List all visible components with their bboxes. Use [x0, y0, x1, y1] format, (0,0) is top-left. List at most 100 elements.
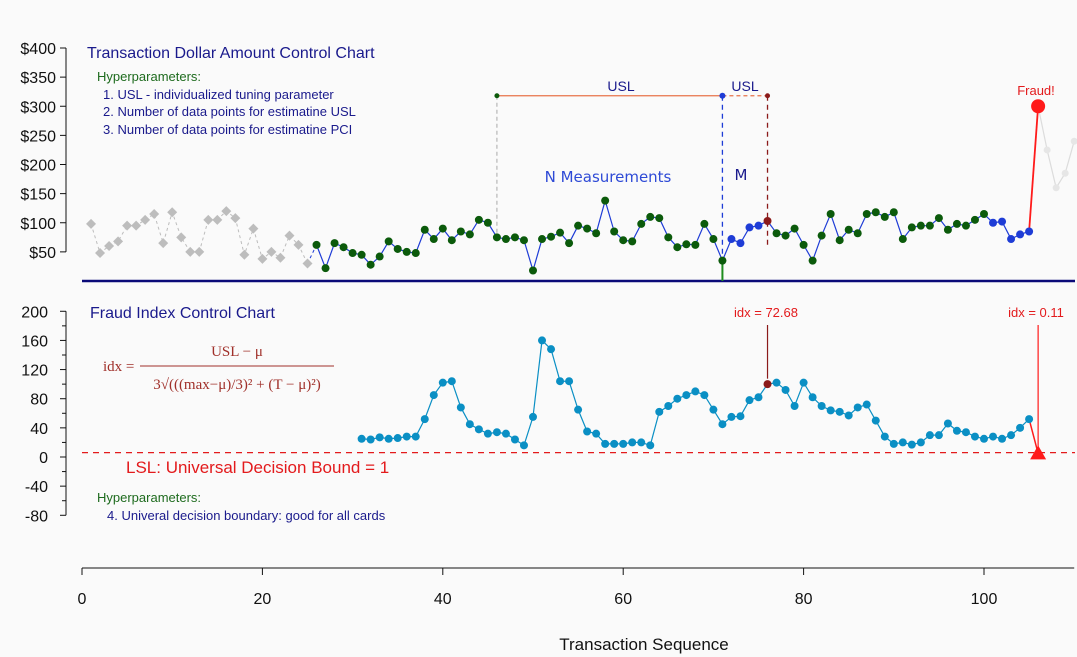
fraud-label: Fraud! [1017, 83, 1055, 98]
index-point [447, 377, 456, 386]
lsl-label: LSL: Universal Decision Bound = 1 [126, 458, 389, 477]
index-point [402, 432, 411, 441]
amount-point [980, 210, 988, 219]
history-point [140, 214, 151, 225]
index-point [601, 439, 610, 448]
index-point [808, 393, 817, 402]
amount-point [853, 229, 862, 238]
index-formula: idx = USL − μ 3√(((max−μ)/3)² + (T − μ)²… [103, 344, 334, 393]
index-point [682, 391, 691, 400]
amount-point [556, 228, 565, 237]
amount-y-tick-label: $100 [20, 216, 56, 233]
amount-point [898, 235, 907, 244]
history-point [275, 252, 286, 263]
index-point [501, 429, 510, 438]
amount-point [952, 219, 961, 228]
index-point [1007, 431, 1016, 440]
amount-point [474, 215, 483, 224]
index-point [907, 440, 916, 449]
history-point [248, 223, 259, 234]
idx-label-2: idx = 0.11 [1008, 305, 1064, 320]
amount-point [916, 221, 925, 230]
amount-point [637, 219, 646, 228]
test-point [1007, 235, 1016, 244]
index-point [393, 434, 402, 443]
amount-point [808, 256, 817, 265]
index-series-points [357, 336, 1047, 460]
amount-point [330, 239, 339, 248]
index-point [709, 405, 718, 414]
amount-point [781, 231, 790, 240]
amount-series-points [86, 99, 1077, 275]
amount-point [366, 260, 375, 269]
amount-point [970, 215, 979, 224]
fraud-point [1031, 99, 1046, 114]
amount-point [321, 264, 330, 273]
history-point [266, 246, 277, 257]
amount-point [943, 225, 952, 234]
amount-point [655, 214, 664, 223]
index-point [483, 429, 492, 438]
index-point [718, 420, 727, 429]
amount-point [709, 235, 718, 244]
amount-point [826, 210, 835, 219]
index-point [366, 435, 375, 444]
usl-label-m: USL [731, 78, 758, 94]
m-label: M [735, 166, 748, 184]
amount-point [682, 240, 691, 249]
usl-label-n: USL [607, 78, 634, 94]
amount-point [519, 236, 528, 245]
test-point [1016, 230, 1025, 239]
history-point [293, 239, 304, 250]
index-point [492, 428, 501, 437]
amount-point [862, 210, 871, 219]
n-measurements-label: N Measurements [545, 168, 672, 186]
index-point [357, 434, 366, 443]
index-point [1025, 415, 1034, 424]
index-point [456, 403, 465, 412]
amount-point [411, 249, 420, 258]
amount-point [547, 232, 556, 241]
index-point [781, 385, 790, 394]
index-point [880, 432, 889, 441]
amount-point [492, 233, 501, 242]
index-point [664, 401, 673, 410]
amount-hyper-item-2: 2. Number of data points for estimatine … [103, 104, 356, 119]
future-point [1052, 184, 1060, 192]
history-point [167, 207, 178, 218]
amount-point [565, 239, 574, 248]
future-point [1061, 169, 1069, 177]
index-point [619, 439, 628, 448]
index-hyper-title: Hyperparameters: [97, 490, 201, 505]
fraud-spike-line [1028, 106, 1040, 232]
amount-point [574, 221, 583, 230]
index-point [529, 412, 537, 421]
amount-point [628, 237, 637, 246]
index-point [474, 425, 483, 434]
index-point [628, 438, 637, 447]
amount-point [673, 243, 682, 252]
future-point [1043, 146, 1051, 154]
index-y-tick-label: 120 [21, 363, 48, 380]
history-point [194, 246, 205, 257]
amount-point [790, 224, 799, 233]
index-point [998, 434, 1007, 443]
amount-point [510, 233, 519, 242]
amount-point [835, 236, 844, 245]
index-point [889, 439, 898, 448]
history-point [176, 232, 187, 243]
index-y-tick-label: -40 [25, 479, 48, 496]
index-point [411, 432, 420, 441]
index-point [1016, 423, 1025, 432]
amount-point [610, 227, 619, 236]
index-point [673, 394, 682, 403]
index-y-tick-label: 160 [21, 333, 48, 350]
history-point [185, 246, 196, 257]
amount-point [592, 229, 601, 238]
formula-lhs: idx = [103, 359, 134, 375]
test-point [745, 223, 754, 232]
usl-point-start [494, 93, 500, 99]
index-y-tick-label: 80 [30, 392, 48, 409]
